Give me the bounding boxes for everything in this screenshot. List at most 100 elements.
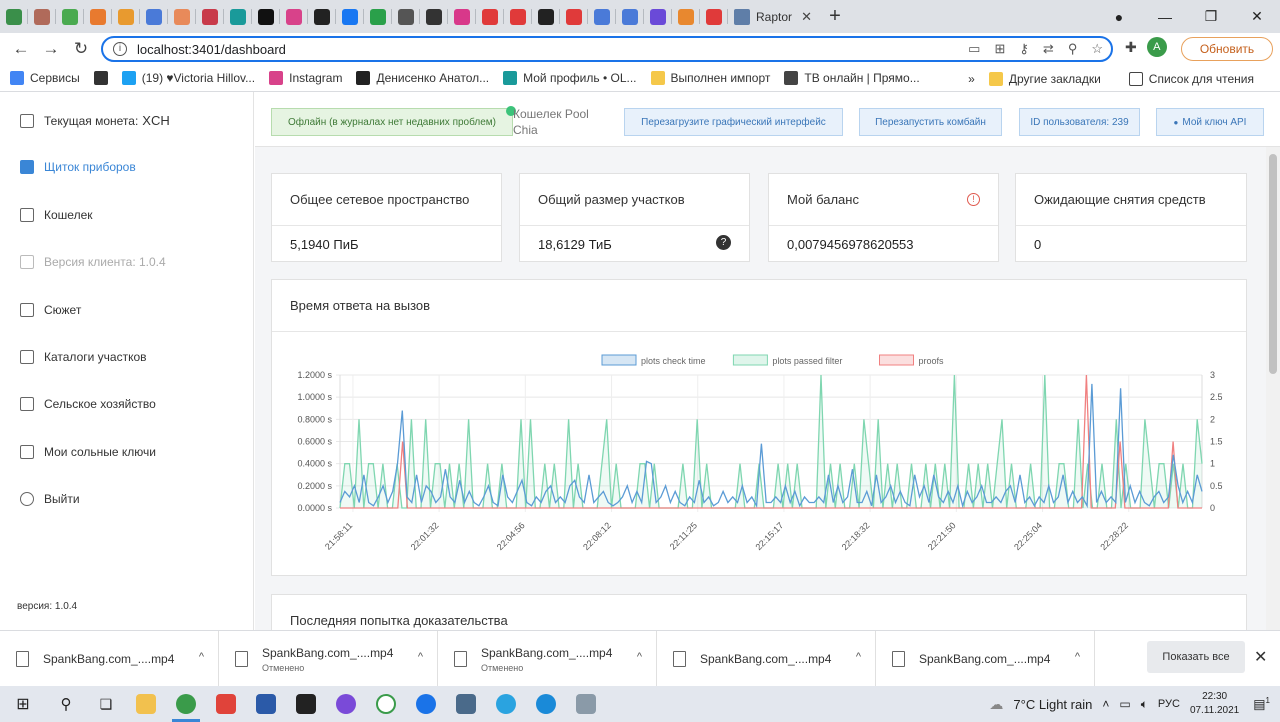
browser-tab[interactable] (616, 0, 644, 33)
site-info-icon[interactable]: i (113, 42, 127, 56)
reload-gui-button[interactable]: Перезагрузите графический интерфейс (624, 108, 843, 136)
browser-tab[interactable] (672, 0, 700, 33)
download-item[interactable]: SpankBang.com_....mp4 ^ (657, 631, 876, 687)
avatar[interactable]: А (1146, 37, 1167, 57)
sidebar-item-dashboard[interactable]: Щиток приборов (20, 160, 136, 174)
browser-tab[interactable] (308, 0, 336, 33)
active-tab[interactable]: Raptor ✕ (728, 0, 818, 33)
chevron-up-icon[interactable]: ^ (636, 651, 642, 663)
telegram-icon[interactable] (486, 686, 526, 722)
bookmark-item[interactable]: ТВ онлайн | Прямо... (784, 71, 920, 85)
powershell-icon[interactable] (246, 686, 286, 722)
browser-tab[interactable] (280, 0, 308, 33)
minimize-button[interactable]: — (1158, 8, 1172, 25)
sidebar-item-current-coin[interactable]: Текущая монета: XCH (20, 113, 170, 128)
browser-tab[interactable] (364, 0, 392, 33)
close-tab-icon[interactable]: ✕ (801, 8, 812, 24)
browser-tab[interactable] (560, 0, 588, 33)
bookmark-item[interactable] (93, 71, 108, 85)
download-item[interactable]: SpankBang.com_....mp4 Отменено ^ (438, 631, 657, 687)
chevron-up-icon[interactable]: ^ (417, 651, 423, 663)
help-icon[interactable]: ? (716, 235, 731, 250)
windows-start-icon[interactable]: ⊞ (16, 696, 30, 713)
browser-tab[interactable] (84, 0, 112, 33)
restart-harvester-button[interactable]: Перезапустить комбайн (859, 108, 1002, 136)
browser-tab[interactable] (420, 0, 448, 33)
browser-tab[interactable] (476, 0, 504, 33)
other-bookmarks[interactable]: Другие закладки (988, 71, 1101, 86)
cast-icon[interactable]: ▭ (968, 41, 981, 56)
reading-list[interactable]: Список для чтения (1128, 71, 1254, 86)
search-icon[interactable]: ⚲ (60, 696, 72, 713)
browser-tab[interactable] (168, 0, 196, 33)
explorer-icon[interactable] (126, 686, 166, 722)
chevron-up-icon[interactable]: ˄ (1102, 697, 1110, 711)
translate-icon[interactable]: ⇄ (1042, 41, 1054, 56)
browser-tab[interactable] (140, 0, 168, 33)
sidebar-item-plot[interactable]: Сюжет (20, 303, 81, 317)
browser-tab[interactable] (588, 0, 616, 33)
back-icon[interactable]: ← (12, 39, 30, 58)
notification-icon[interactable]: ▤1 (1253, 695, 1270, 712)
extensions-icon[interactable]: ✚ (1125, 38, 1137, 55)
zoom-icon[interactable]: ⚲ (1067, 41, 1078, 56)
terminal-icon[interactable] (286, 686, 326, 722)
browser-tab[interactable] (392, 0, 420, 33)
bookmark-item[interactable]: Выполнен импорт (650, 71, 770, 85)
browser-tab[interactable] (56, 0, 84, 33)
edge-icon[interactable] (526, 686, 566, 722)
bookmark-item[interactable]: Мой профиль • OL... (503, 71, 637, 85)
browser-tab[interactable] (448, 0, 476, 33)
browser-tab[interactable] (112, 0, 140, 33)
calculator-icon[interactable] (446, 686, 486, 722)
download-item[interactable]: SpankBang.com_....mp4 ^ (876, 631, 1095, 687)
restore-button[interactable]: ❐ (1204, 8, 1218, 24)
clock[interactable]: 22:30 07.11.2021 (1189, 691, 1240, 716)
teamviewer-icon[interactable] (406, 686, 446, 722)
bookmark-item[interactable]: Сервисы (10, 71, 80, 85)
bookmark-item[interactable]: (19) ♥Victoria Hillov... (121, 71, 255, 85)
browser-tab[interactable] (700, 0, 728, 33)
warning-icon[interactable]: ! (967, 193, 980, 206)
sidebar-item-solo-keys[interactable]: Мои сольные ключи (20, 445, 156, 459)
network-app-icon[interactable] (566, 686, 606, 722)
language-indicator[interactable]: РУС (1157, 698, 1180, 710)
volume-icon[interactable]: 🔈︎ (1140, 696, 1148, 711)
weather-text[interactable]: 7°C Light rain (1013, 696, 1093, 712)
download-item[interactable]: SpankBang.com_....mp4 ^ (0, 631, 219, 687)
sidebar-item-logout[interactable]: Выйти (20, 492, 80, 506)
bookmark-item[interactable]: Денисенко Анатол... (356, 71, 489, 85)
close-icon[interactable]: ✕ (1254, 649, 1268, 666)
chevron-up-icon[interactable]: ^ (855, 651, 861, 663)
sidebar-item-plot-directories[interactable]: Каталоги участков (20, 350, 147, 364)
task-view-icon[interactable]: ❏ (99, 695, 113, 712)
download-item[interactable]: SpankBang.com_....mp4 Отменено ^ (219, 631, 438, 687)
browser-tab[interactable] (336, 0, 364, 33)
network-icon[interactable]: ▭ (1119, 697, 1131, 711)
browser-tab[interactable] (504, 0, 532, 33)
chevron-up-icon[interactable]: ^ (1074, 651, 1080, 663)
sidebar-item-wallet[interactable]: Кошелек (20, 208, 93, 222)
reload-icon[interactable]: ↻ (73, 39, 89, 58)
bookmarks-more-icon[interactable]: » (968, 71, 975, 86)
chrome-icon[interactable] (166, 686, 206, 722)
browser-tab[interactable] (252, 0, 280, 33)
api-key-button[interactable]: ● Мой ключ API (1156, 108, 1264, 136)
close-window-button[interactable]: ✕ (1251, 8, 1263, 24)
bookmark-item[interactable]: Instagram (269, 71, 342, 85)
qr-icon[interactable]: ⊞ (994, 41, 1006, 56)
show-all-button[interactable]: Показать все (1147, 641, 1245, 673)
anydesk-icon[interactable] (206, 686, 246, 722)
address-bar[interactable]: i localhost:3401/dashboard ▭ ⊞ ⚷ ⇄ ⚲ ☆ (101, 36, 1113, 62)
new-tab-button[interactable]: + (829, 5, 841, 27)
sidebar-item-farming[interactable]: Сельское хозяйство (20, 397, 156, 411)
browser-tab[interactable] (224, 0, 252, 33)
browser-tab[interactable] (28, 0, 56, 33)
bookmark-star-icon[interactable]: ☆ (1091, 41, 1103, 56)
browser-tab[interactable] (532, 0, 560, 33)
browser-tab[interactable] (196, 0, 224, 33)
scroll-thumb[interactable] (1269, 154, 1277, 374)
chevron-up-icon[interactable]: ^ (198, 651, 204, 663)
browser-tab[interactable] (644, 0, 672, 33)
chia-icon[interactable] (366, 686, 406, 722)
